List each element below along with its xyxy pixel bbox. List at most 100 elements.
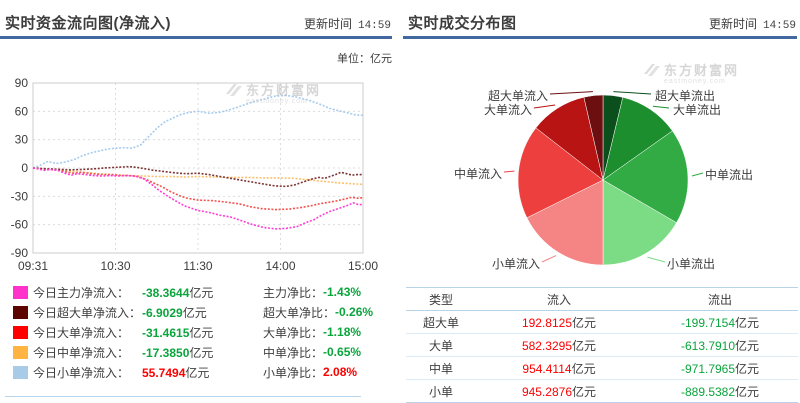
y-tick-label: -60 bbox=[11, 218, 29, 232]
series-今日超大单净流入 bbox=[32, 165, 364, 188]
row-unit: 亿元 bbox=[735, 384, 760, 399]
y-tick-label: -90 bbox=[11, 246, 29, 260]
update-label: 更新时间 bbox=[708, 17, 757, 31]
y-tick-label: 90 bbox=[15, 76, 29, 90]
legend-label: 今日主力净流入： bbox=[33, 285, 130, 300]
legend-ratio-value: -0.26% bbox=[335, 305, 374, 319]
row-inflow-value: 954.4114 bbox=[522, 361, 572, 376]
legend-label: 今日超大单净流入： bbox=[33, 305, 142, 320]
legend-value: 55.7494 bbox=[142, 365, 186, 380]
money-flow-update-time: 更新时间 14:59 bbox=[304, 15, 391, 32]
pie-leader-line bbox=[691, 172, 704, 177]
row-type: 大单 bbox=[428, 338, 453, 353]
legend-row-medium: 今日中单净流入： -17.3850亿元 中单净比： -0.65% bbox=[0, 342, 395, 362]
row-outflow-value: -613.7910 bbox=[680, 338, 736, 353]
x-tick-label: 14:00 bbox=[265, 259, 295, 273]
legend-value: -6.9029 bbox=[142, 305, 183, 320]
legend-ratio-value: -1.18% bbox=[323, 325, 362, 339]
pie-leader-line bbox=[613, 91, 652, 95]
legend-swatch-large bbox=[13, 325, 28, 339]
pie-label-medium-inflow: 中单流入 bbox=[453, 167, 502, 181]
y-tick-label: 30 bbox=[15, 133, 29, 147]
title-underline bbox=[0, 36, 392, 39]
legend-row-small: 今日小单净流入： 55.7494亿元 小单净比： 2.08% bbox=[0, 362, 395, 382]
pie-label-large-inflow: 大单流入 bbox=[483, 103, 532, 117]
legend-value: -31.4615 bbox=[142, 325, 190, 340]
legend-ratio-value: -1.43% bbox=[323, 285, 362, 299]
y-tick-label: 60 bbox=[15, 104, 29, 118]
row-outflow-value: -971.7965 bbox=[680, 361, 736, 376]
pie-leader-line bbox=[647, 256, 666, 263]
row-unit: 亿元 bbox=[572, 315, 597, 330]
unit-label: 单位：亿元 bbox=[337, 53, 392, 65]
money-flow-title: 实时资金流向图(净流入) bbox=[5, 15, 171, 32]
pie-label-small-inflow: 小单流入 bbox=[491, 257, 540, 271]
row-inflow-value: 192.8125 bbox=[521, 315, 573, 330]
legend-swatch-main bbox=[13, 285, 28, 299]
row-type: 超大单 bbox=[422, 315, 459, 330]
trade-distribution-pie-chart bbox=[503, 91, 704, 266]
legend-ratio-label: 主力净比： bbox=[263, 285, 324, 300]
row-unit: 亿元 bbox=[572, 338, 597, 353]
legend-ratio-label: 中单净比： bbox=[263, 345, 324, 360]
legend-ratio-label: 大单净比： bbox=[263, 325, 324, 340]
table-row: 大单 582.3295亿元 -613.7910亿元 bbox=[406, 334, 798, 357]
trade-distribution-update-time: 更新时间 14:59 bbox=[709, 15, 796, 32]
row-inflow-value: 945.2876 bbox=[521, 384, 573, 399]
legend-label: 今日小单净流入： bbox=[33, 365, 130, 380]
pie-slice-超大单流入 bbox=[583, 94, 604, 181]
legend-label: 今日中单净流入： bbox=[33, 345, 130, 360]
legend-unit: 亿元 bbox=[182, 305, 207, 320]
pie-leader-line bbox=[541, 255, 557, 263]
legend-ratio-value: 2.08% bbox=[323, 365, 358, 379]
y-tick-label: -30 bbox=[11, 189, 29, 203]
legend-swatch-xlarge bbox=[13, 305, 28, 319]
legend-unit: 亿元 bbox=[189, 325, 214, 340]
pie-label-large-outflow: 大单流出 bbox=[673, 103, 722, 117]
legend-row-large: 今日大单净流入： -31.4615亿元 大单净比： -1.18% bbox=[0, 322, 395, 342]
x-tick-label: 11:30 bbox=[183, 259, 212, 273]
row-unit: 亿元 bbox=[735, 361, 760, 376]
pie-leader-line bbox=[652, 105, 670, 109]
pie-leader-line bbox=[533, 104, 556, 109]
series-今日小单净流入 bbox=[32, 94, 364, 169]
row-inflow-value: 582.3295 bbox=[521, 338, 573, 353]
row-type: 小单 bbox=[428, 384, 453, 399]
pie-label-medium-outflow: 中单流出 bbox=[705, 168, 754, 182]
pie-leader-line bbox=[503, 170, 515, 173]
x-tick-label: 15:00 bbox=[348, 259, 378, 273]
flow-table: 类型 流入 流出 超大单 192.8125亿元 -199.7154亿元 大单 5… bbox=[406, 287, 798, 403]
pie-slice-中单流出 bbox=[602, 130, 689, 224]
legend-row-main: 今日主力净流入： -38.3644亿元 主力净比： -1.43% bbox=[0, 282, 395, 302]
pie-slice-小单流入 bbox=[526, 179, 604, 266]
legend-unit: 亿元 bbox=[189, 345, 214, 360]
row-outflow-value: -199.7154 bbox=[680, 315, 736, 330]
money-flow-panel: 实时资金流向图(净流入) 更新时间 14:59 单位：亿元 90 60 30 0 -30 -… bbox=[0, 0, 395, 402]
panel-divider bbox=[5, 396, 361, 397]
update-time-value: 14:59 bbox=[762, 20, 796, 32]
x-tick-label: 10:30 bbox=[100, 259, 130, 273]
table-row: 中单 954.4114亿元 -971.7965亿元 bbox=[406, 357, 798, 380]
row-outflow-value: -889.5382 bbox=[680, 384, 736, 399]
legend-ratio-label: 超大单净比： bbox=[263, 305, 336, 320]
row-unit: 亿元 bbox=[571, 361, 596, 376]
row-unit: 亿元 bbox=[572, 384, 597, 399]
row-unit: 亿元 bbox=[735, 315, 760, 330]
pie-leader-line bbox=[549, 91, 593, 95]
pie-label-small-outflow: 小单流出 bbox=[667, 257, 716, 271]
trade-distribution-panel: 实时成交分布图 更新时间 14:59 东方财富网 eastmoney.com 超大… bbox=[403, 0, 800, 403]
legend-value: -17.3850 bbox=[142, 345, 190, 360]
table-row: 超大单 192.8125亿元 -199.7154亿元 bbox=[406, 311, 798, 334]
pie-label-super-large-outflow: 超大单流出 bbox=[655, 89, 716, 103]
table-header-type: 类型 bbox=[428, 292, 453, 307]
legend-ratio-label: 小单净比： bbox=[263, 365, 324, 380]
table-header-outflow: 流出 bbox=[707, 292, 732, 307]
title-underline bbox=[403, 36, 797, 39]
y-tick-label: 0 bbox=[21, 161, 28, 175]
update-time-value: 14:59 bbox=[357, 20, 391, 32]
legend-unit: 亿元 bbox=[189, 285, 214, 300]
row-type: 中单 bbox=[428, 361, 453, 376]
legend-unit: 亿元 bbox=[185, 365, 210, 380]
table-row: 小单 945.2876亿元 -889.5382亿元 bbox=[406, 380, 798, 403]
